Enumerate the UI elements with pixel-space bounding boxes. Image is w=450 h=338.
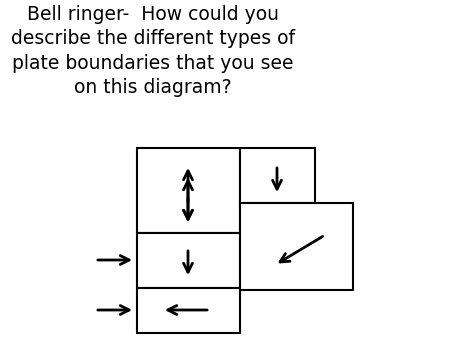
Text: Bell ringer-  How could you
describe the different types of
plate boundaries tha: Bell ringer- How could you describe the … [11, 5, 295, 97]
Bar [137, 233, 240, 288]
Bar [240, 203, 353, 290]
Bar [137, 148, 240, 233]
Bar [137, 288, 240, 333]
Bar [240, 148, 315, 203]
